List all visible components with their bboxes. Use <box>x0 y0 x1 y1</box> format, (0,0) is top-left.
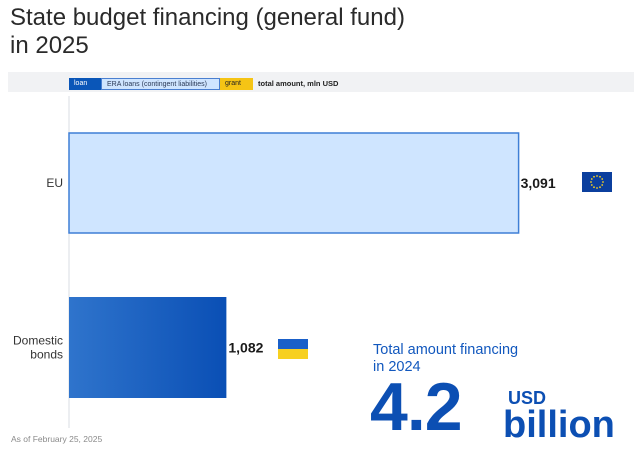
category-label-0: EU <box>46 176 63 190</box>
summary-currency: USD <box>508 388 547 408</box>
summary-value: 4.2 <box>370 369 463 445</box>
summary-scale: billion <box>503 404 615 446</box>
summary-label: Total amount financing in 2024 <box>373 342 519 375</box>
legend-loan: loan <box>69 78 101 90</box>
legend-era-loans: ERA loans (contingent liabilities) <box>101 78 220 90</box>
chart-title: State budget financing (general fund) in… <box>10 4 405 59</box>
category-label-1: Domestic bonds <box>13 334 63 362</box>
bar-0 <box>68 132 520 234</box>
legend-unit-label: total amount, mln USD <box>258 79 339 88</box>
bar-1 <box>69 297 227 398</box>
legend-grant: grant <box>220 78 253 90</box>
value-label-0: 3,091 <box>521 175 556 191</box>
footnote-date: As of February 25, 2025 <box>11 434 103 444</box>
eu-flag-icon <box>582 172 612 192</box>
ukraine-flag-icon <box>278 339 308 359</box>
value-label-1: 1,082 <box>228 340 263 356</box>
